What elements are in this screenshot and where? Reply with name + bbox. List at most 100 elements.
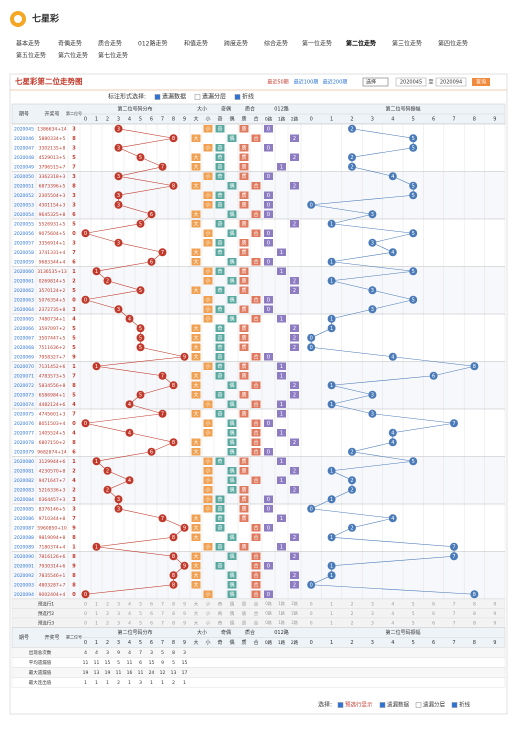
preselect-digit[interactable]: 2	[351, 620, 354, 626]
preselect-digit[interactable]: 9	[493, 620, 496, 626]
preselect-digit[interactable]: 4	[391, 601, 394, 607]
option-label[interactable]: 遗漏数据	[162, 93, 186, 101]
preselect-digit[interactable]: 2	[106, 620, 109, 626]
preselect-route[interactable]: 0路	[265, 619, 272, 625]
preselect-digit[interactable]: 5	[139, 620, 142, 626]
preselect-route[interactable]: 0路	[265, 609, 272, 615]
preselect-form[interactable]: 合	[254, 619, 259, 626]
preselect-digit[interactable]: 9	[183, 620, 186, 626]
preselect-form[interactable]: 大	[194, 619, 199, 626]
preselect-digit[interactable]: 4	[128, 620, 131, 626]
preselect-digit[interactable]: 2	[351, 601, 354, 607]
preselect-digit[interactable]: 0	[310, 601, 313, 607]
footer-option[interactable]: 遗漏数据	[387, 701, 410, 709]
preselect-digit[interactable]: 9	[493, 601, 496, 607]
preselect-digit[interactable]: 8	[473, 601, 476, 607]
preselect-digit[interactable]: 3	[371, 601, 374, 607]
preselect-digit[interactable]: 1	[330, 601, 333, 607]
nav-link[interactable]: 第五位走势	[16, 52, 46, 60]
option-checkbox[interactable]	[154, 94, 161, 100]
preselect-digit[interactable]: 7	[453, 620, 456, 626]
preselect-digit[interactable]: 5	[412, 620, 415, 626]
preselect-form[interactable]: 偶	[230, 600, 235, 607]
preselect-digit[interactable]: 8	[473, 620, 476, 626]
quick-link[interactable]: 最近100期	[294, 79, 319, 86]
preselect-digit[interactable]: 3	[117, 611, 120, 617]
preselect-form[interactable]: 大	[194, 610, 199, 617]
option-label[interactable]: 遗漏分层	[202, 93, 226, 101]
preselect-digit[interactable]: 6	[432, 611, 435, 617]
preselect-digit[interactable]: 3	[371, 611, 374, 617]
preselect-digit[interactable]: 3	[117, 620, 120, 626]
select-box[interactable]	[362, 77, 389, 87]
preselect-digit[interactable]: 7	[453, 611, 456, 617]
preselect-digit[interactable]: 2	[106, 611, 109, 617]
preselect-digit[interactable]: 9	[183, 601, 186, 607]
preselect-digit[interactable]: 8	[172, 611, 175, 617]
query-text[interactable]: 查询	[476, 79, 486, 86]
query-button[interactable]	[472, 78, 490, 86]
preselect-digit[interactable]: 1	[95, 611, 98, 617]
preselect-digit[interactable]: 0	[84, 611, 87, 617]
preselect-form[interactable]: 偶	[230, 619, 235, 626]
nav-link[interactable]: 第七位走势	[98, 52, 128, 60]
quick-link[interactable]: 最近50期	[267, 79, 288, 86]
preselect-digit[interactable]: 7	[161, 601, 164, 607]
preselect-form[interactable]: 奇	[218, 610, 223, 617]
to-input[interactable]	[435, 77, 467, 87]
nav-link[interactable]: 基本走势	[16, 40, 40, 48]
preselect-route[interactable]: 2路	[291, 609, 298, 615]
footer-checkbox[interactable]	[451, 702, 458, 708]
from-input[interactable]	[395, 77, 427, 87]
preselect-digit[interactable]: 2	[351, 611, 354, 617]
preselect-form[interactable]: 小	[206, 600, 211, 607]
preselect-digit[interactable]: 9	[493, 611, 496, 617]
preselect-route[interactable]: 2路	[291, 619, 298, 625]
preselect-digit[interactable]: 6	[150, 620, 153, 626]
preselect-digit[interactable]: 6	[150, 611, 153, 617]
preselect-form[interactable]: 质	[242, 600, 247, 607]
preselect-digit[interactable]: 0	[84, 620, 87, 626]
footer-checkbox[interactable]	[337, 702, 344, 708]
nav-link[interactable]: 综合走势	[264, 40, 288, 48]
nav-link[interactable]: 012路走势	[138, 40, 167, 48]
nav-link[interactable]: 第四位走势	[438, 40, 468, 48]
footer-checkbox[interactable]	[415, 702, 422, 708]
nav-link[interactable]: 第一位走势	[302, 40, 332, 48]
option-checkbox[interactable]	[234, 94, 241, 100]
preselect-route[interactable]: 1路	[278, 600, 285, 606]
nav-link[interactable]: 奇偶走势	[58, 40, 82, 48]
preselect-digit[interactable]: 5	[139, 601, 142, 607]
preselect-digit[interactable]: 3	[371, 620, 374, 626]
preselect-digit[interactable]: 2	[106, 601, 109, 607]
preselect-digit[interactable]: 1	[95, 601, 98, 607]
preselect-digit[interactable]: 0	[84, 601, 87, 607]
preselect-digit[interactable]: 8	[172, 601, 175, 607]
preselect-digit[interactable]: 0	[310, 611, 313, 617]
preselect-digit[interactable]: 7	[453, 601, 456, 607]
nav-link[interactable]: 跨度走势	[224, 40, 248, 48]
preselect-digit[interactable]: 5	[139, 611, 142, 617]
nav-link[interactable]: 和值走势	[184, 40, 208, 48]
preselect-digit[interactable]: 8	[473, 611, 476, 617]
preselect-form[interactable]: 奇	[218, 600, 223, 607]
preselect-form[interactable]: 合	[254, 610, 259, 617]
preselect-digit[interactable]: 4	[128, 611, 131, 617]
preselect-digit[interactable]: 8	[172, 620, 175, 626]
preselect-digit[interactable]: 5	[412, 611, 415, 617]
footer-checkbox[interactable]	[379, 702, 386, 708]
option-label[interactable]: 折线	[242, 93, 254, 101]
quick-link[interactable]: 最近200期	[323, 79, 348, 86]
preselect-digit[interactable]: 6	[432, 601, 435, 607]
preselect-route[interactable]: 1路	[278, 609, 285, 615]
nav-link[interactable]: 第二位走势	[345, 40, 376, 48]
preselect-form[interactable]: 小	[206, 610, 211, 617]
option-checkbox[interactable]	[194, 94, 201, 100]
preselect-digit[interactable]: 6	[150, 601, 153, 607]
preselect-route[interactable]: 1路	[278, 619, 285, 625]
preselect-digit[interactable]: 4	[391, 611, 394, 617]
preselect-form[interactable]: 合	[254, 600, 259, 607]
footer-option[interactable]: 折线	[459, 701, 471, 709]
preselect-digit[interactable]: 1	[330, 620, 333, 626]
preselect-form[interactable]: 偶	[230, 610, 235, 617]
